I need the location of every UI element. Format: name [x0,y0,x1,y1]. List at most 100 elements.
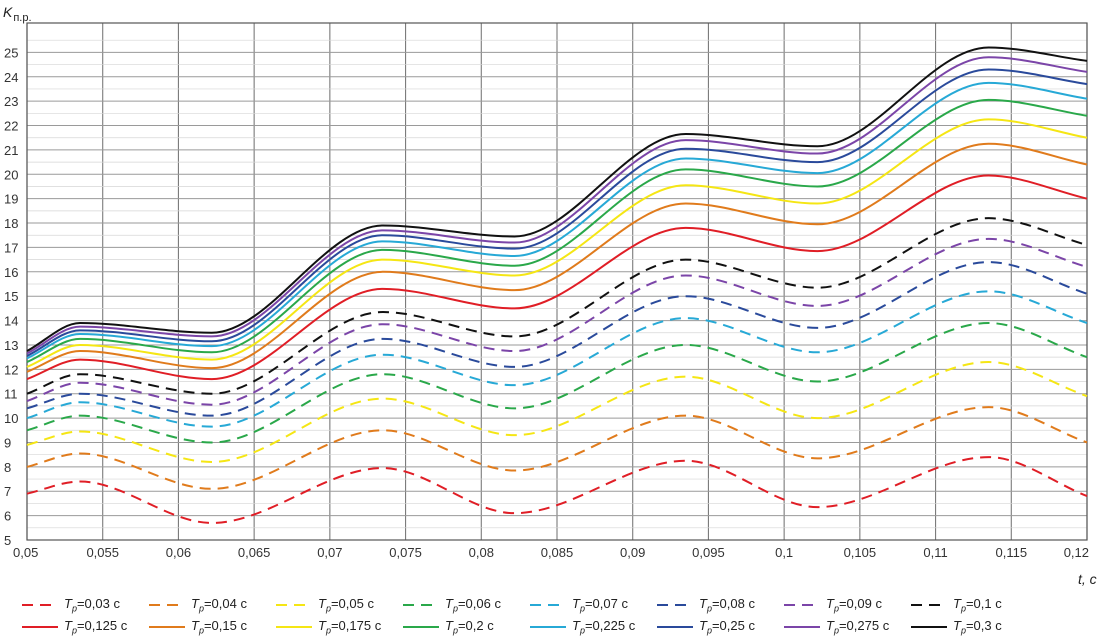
y-tick-label: 18 [4,216,18,231]
x-tick-label: 0,075 [389,545,422,560]
y-tick-label: 25 [4,45,18,60]
x-tick-label: 0,055 [86,545,119,560]
series-line-7 [26,217,1088,395]
y-tick-label: 17 [4,240,18,255]
y-tick-label: 21 [4,143,18,158]
x-tick-label: 0,085 [541,545,574,560]
series-line-6 [26,237,1088,406]
legend-row: Tp=0,125 с Tp=0,15 с Tp=0,175 с Tp=0,2 с Tp=… [20,616,1100,638]
x-tick-label: 0,12 [1064,545,1089,560]
x-tick-label: 0,09 [620,545,645,560]
legend-swatch [911,604,947,606]
legend-label: Tp=0,1 с [953,596,1002,614]
legend-item: Tp=0,09 с [782,594,909,616]
legend-item: Tp=0,04 с [147,594,274,616]
legend-item: Tp=0,03 с [20,594,147,616]
y-tick-label: 12 [4,362,18,377]
legend-item: Tp=0,125 с [20,616,147,638]
x-tick-label: 0,115 [995,545,1027,560]
y-tick-label: 10 [4,411,18,426]
series-line-3 [26,322,1088,444]
legend-swatch [403,626,439,628]
series-line-8 [26,174,1088,381]
legend-swatch [276,604,312,606]
series-line-14 [26,56,1088,355]
y-tick-label: 22 [4,119,18,134]
legend-label: Tp=0,25 с [699,618,755,636]
y-tick-label: 24 [4,70,18,85]
legend-row: Tp=0,03 с Tp=0,04 с Tp=0,05 с Tp=0,06 с Tp=0… [20,594,1100,616]
y-tick-label: 5 [4,533,11,548]
grid [26,22,1088,541]
x-tick-label: 0,06 [166,545,191,560]
x-tick-label: 0,095 [692,545,725,560]
series-line-15 [26,46,1088,352]
series-lines [26,46,1088,524]
legend-item: Tp=0,05 с [274,594,401,616]
tick-labels: 0,05 0,055 0,06 0,065 0,07 0,075 0,08 0,085 0,09… [4,45,1089,560]
y-tick-label: 20 [4,167,18,182]
x-tick-label: 0,1 [775,545,793,560]
legend-item: Tp=0,08 с [655,594,782,616]
legend-label: Tp=0,07 с [572,596,628,614]
legend-label: Tp=0,3 с [953,618,1002,636]
y-tick-label: 6 [4,509,11,524]
legend-swatch [149,626,185,628]
legend-label: Tp=0,03 с [64,596,120,614]
legend-label: Tp=0,04 с [191,596,247,614]
legend-swatch [657,626,693,628]
series-line-1 [26,406,1088,490]
series-line-10 [26,118,1088,368]
legend-item: Tp=0,3 с [909,616,1036,638]
series-line-4 [26,290,1088,428]
legend-label: Tp=0,225 с [572,618,636,636]
legend-item: Tp=0,06 с [401,594,528,616]
y-tick-label: 16 [4,265,18,280]
legend: Tp=0,03 с Tp=0,04 с Tp=0,05 с Tp=0,06 с Tp=0… [20,594,1100,638]
y-tick-label: 8 [4,460,11,475]
x-tick-label: 0,105 [844,545,877,560]
legend-swatch [657,604,693,606]
legend-label: Tp=0,06 с [445,596,501,614]
series-line-9 [26,142,1088,373]
legend-label: Tp=0,275 с [826,618,890,636]
series-line-0 [26,456,1088,524]
legend-swatch [22,626,58,628]
legend-label: Tp=0,15 с [191,618,247,636]
series-line-12 [26,81,1088,360]
x-axis-label: t, c [1078,571,1097,587]
series-line-11 [26,98,1088,363]
legend-item: Tp=0,275 с [782,616,909,638]
y-tick-label: 7 [4,484,11,499]
y-tick-label: 19 [4,192,18,207]
x-tick-label: 0,08 [469,545,494,560]
legend-swatch [22,604,58,606]
series-line-2 [26,361,1088,463]
legend-item: Tp=0,15 с [147,616,274,638]
y-tick-label: 13 [4,338,18,353]
legend-item: Tp=0,1 с [909,594,1036,616]
series-line-13 [26,68,1088,357]
x-tick-label: 0,065 [238,545,271,560]
legend-label: Tp=0,08 с [699,596,755,614]
legend-item: Tp=0,07 с [528,594,655,616]
legend-swatch [911,626,947,628]
y-tick-label: 11 [4,387,18,402]
legend-item: Tp=0,225 с [528,616,655,638]
legend-swatch [149,604,185,606]
legend-label: Tp=0,125 с [64,618,128,636]
y-tick-label: 15 [4,289,18,304]
legend-label: Tp=0,05 с [318,596,374,614]
legend-label: Tp=0,2 с [445,618,494,636]
series-line-5 [26,261,1088,417]
plot-frame [26,22,1088,541]
line-chart: 0,05 0,055 0,06 0,065 0,07 0,075 0,08 0,085 0,09… [3,4,1097,587]
legend-item: Tp=0,2 с [401,616,528,638]
legend-swatch [530,604,566,606]
legend-label: Tp=0,09 с [826,596,882,614]
legend-swatch [403,604,439,606]
y-tick-label: 14 [4,314,18,329]
x-tick-label: 0,05 [13,545,38,560]
legend-swatch [530,626,566,628]
y-tick-label: 9 [4,435,11,450]
